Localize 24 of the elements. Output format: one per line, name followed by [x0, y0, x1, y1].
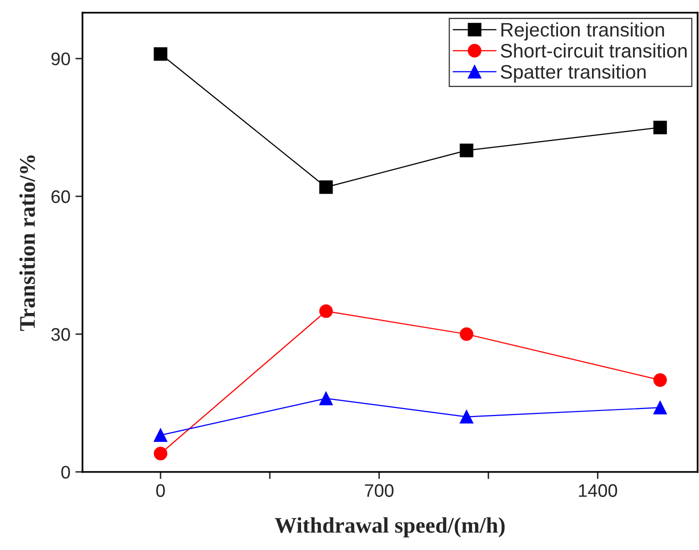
point [653, 373, 667, 387]
point [460, 144, 474, 158]
point [460, 410, 474, 424]
point [154, 428, 168, 442]
y-tick-label: 30 [51, 328, 70, 341]
point [319, 180, 333, 194]
legend-label: Rejection transition [501, 22, 664, 40]
point [653, 400, 667, 414]
x-tick-label: 0 [156, 484, 165, 497]
x-tick-label: 700 [364, 484, 394, 497]
legend-label: Short-circuit transition [500, 43, 687, 58]
point [154, 47, 168, 61]
point [653, 120, 667, 134]
point [319, 392, 333, 406]
point [319, 304, 333, 318]
point [460, 327, 474, 341]
y-tick-label: 0 [61, 466, 70, 479]
y-tick-label: 90 [51, 52, 70, 66]
point [154, 446, 168, 460]
x-axis-title: Withdrawal speed/(m/h) [274, 517, 505, 538]
legend-label: Spatter transition [500, 64, 646, 83]
y-axis-title: Transition ratio/% [19, 155, 36, 331]
y-tick-label: 60 [52, 190, 70, 204]
x-tick-label: 1400 [578, 484, 618, 497]
